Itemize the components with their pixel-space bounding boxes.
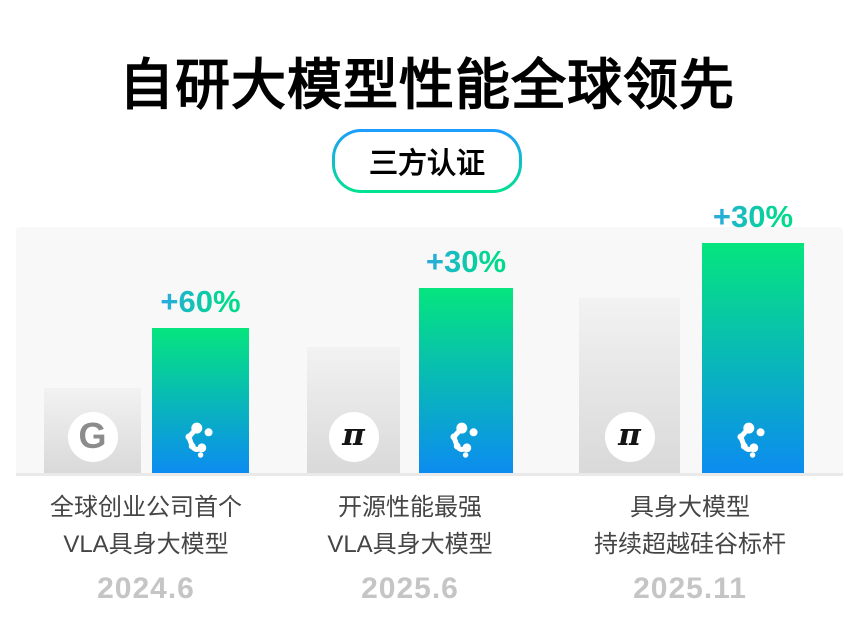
competitor-bar-pi-1: π — [307, 347, 400, 473]
own-model-bar-2: +30% — [419, 244, 513, 473]
group-caption-1: 全球创业公司首个 VLA具身大模型 — [0, 489, 306, 563]
pi-icon: π — [604, 412, 655, 462]
caption-line-2: VLA具身大模型 — [327, 531, 493, 558]
competitor-bar-pi-2: π — [579, 298, 680, 473]
group-caption-3: 具身大模型 持续超越硅谷标杆 — [530, 489, 850, 563]
gain-label-1: +60% — [160, 284, 241, 319]
chart-panel: G +60% π +30% — [16, 199, 843, 476]
caption-line-2: 持续超越硅谷标杆 — [594, 531, 786, 558]
page-title: 自研大模型性能全球领先 — [118, 54, 735, 116]
date-label-2: 2025.6 — [361, 572, 459, 605]
group-caption-2: 开源性能最强 VLA具身大模型 — [250, 489, 570, 563]
gain-label-3: +30% — [712, 199, 794, 234]
own-model-bar-1: +60% — [152, 284, 249, 473]
caption-line-1: 开源性能最强 — [338, 494, 482, 521]
google-g-glyph: G — [78, 414, 107, 456]
gain-label-2: +30% — [425, 244, 507, 279]
pi-icon: π — [328, 412, 379, 462]
date-label-1: 2024.6 — [97, 572, 195, 605]
pi-glyph: π — [618, 416, 641, 453]
date-label-3: 2025.11 — [633, 572, 747, 605]
caption-line-1: 具身大模型 — [630, 494, 750, 521]
molecule-logo-icon — [737, 422, 765, 458]
own-model-bar-3: +30% — [702, 199, 804, 473]
caption-line-2: VLA具身大模型 — [63, 531, 229, 558]
molecule-logo-icon — [450, 422, 478, 458]
molecule-logo-icon — [184, 422, 213, 458]
competitor-bar-google: G — [44, 388, 141, 473]
google-g-icon: G — [67, 412, 118, 462]
certification-badge: 三方认证 — [331, 129, 523, 193]
pi-glyph: π — [342, 416, 365, 453]
certification-badge-label: 三方认证 — [334, 132, 520, 190]
caption-line-1: 全球创业公司首个 — [50, 494, 242, 521]
